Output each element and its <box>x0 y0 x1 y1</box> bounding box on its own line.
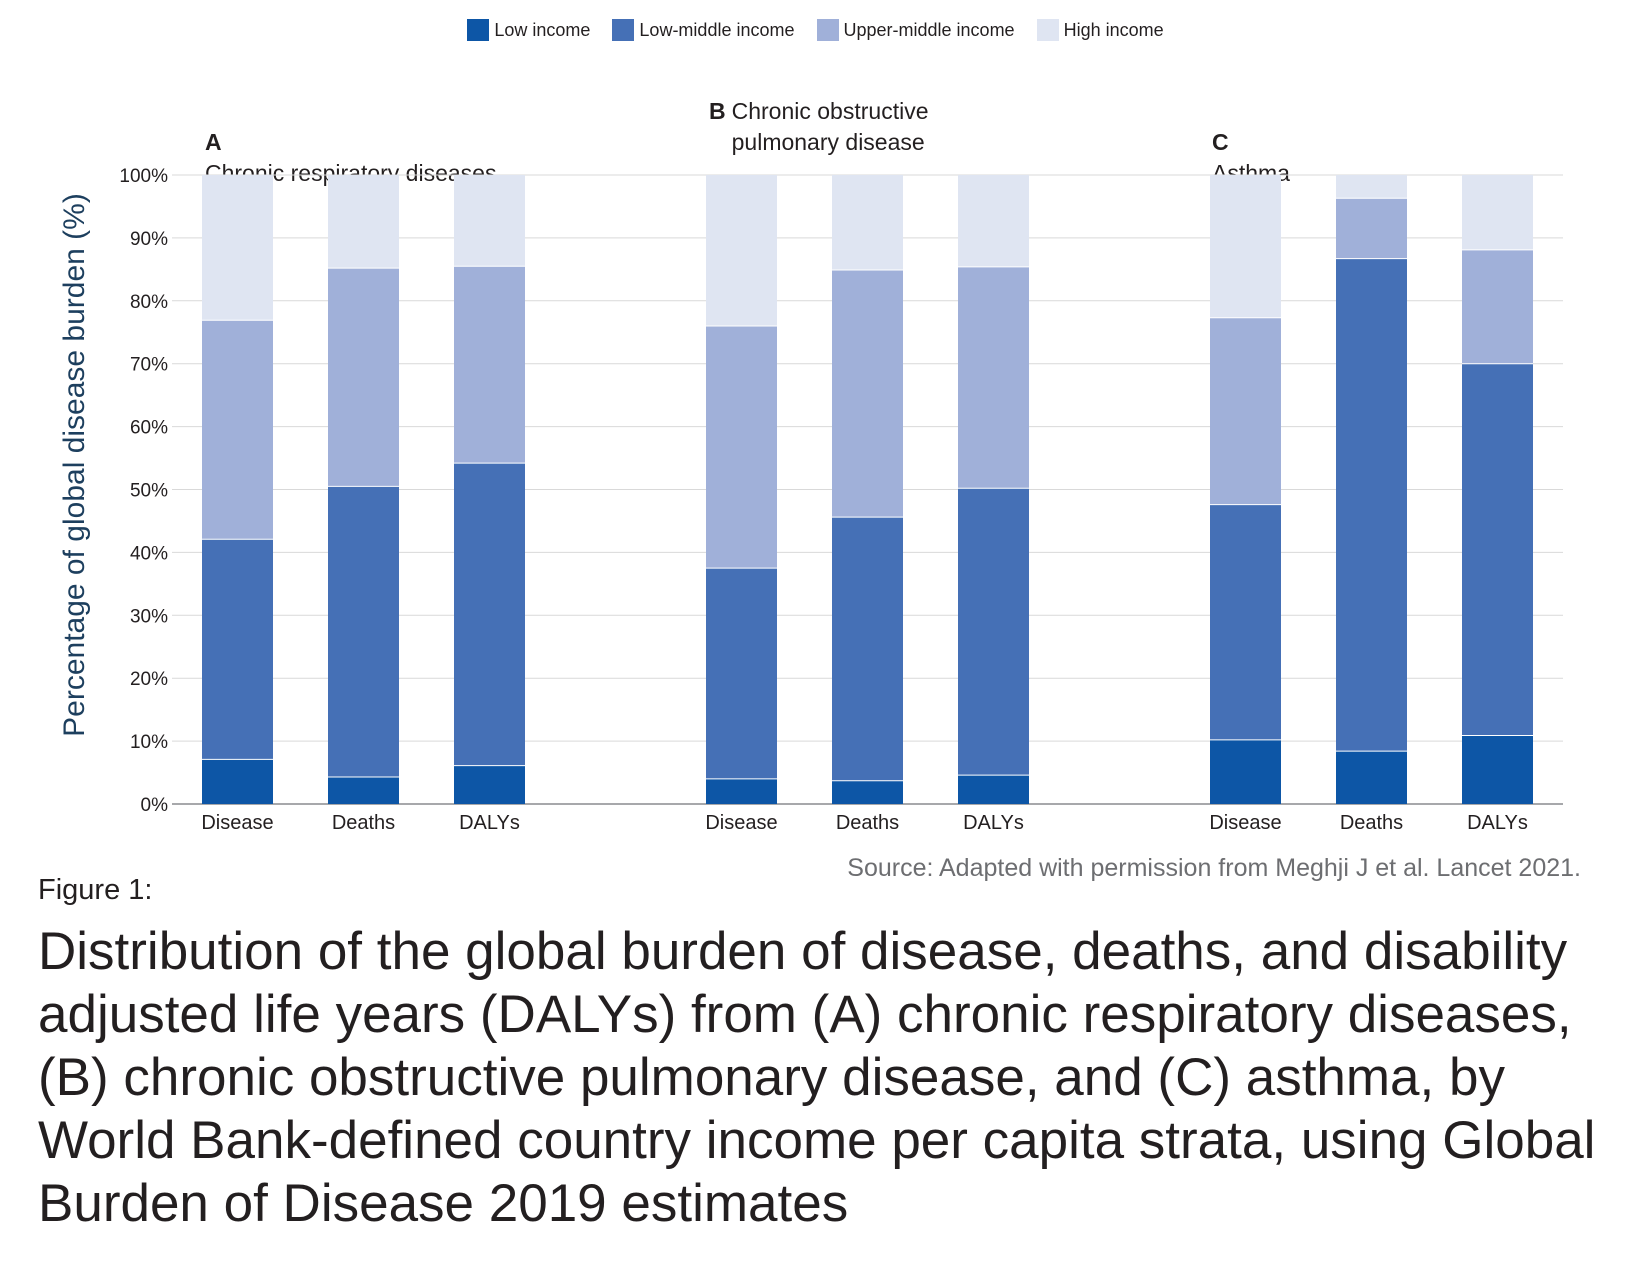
bar-segment-a-deaths-3 <box>328 175 399 269</box>
bar-segment-c-disease-0 <box>1210 739 1281 804</box>
y-tick-label: 10% <box>130 732 168 753</box>
bar-segment-a-deaths-0 <box>328 776 399 804</box>
bar-segment-b-disease-3 <box>706 175 777 326</box>
y-tick-label: 60% <box>130 418 168 439</box>
bar-segment-a-disease-1 <box>202 539 273 760</box>
x-tick-label: Deaths <box>332 812 395 834</box>
x-tick-label: Deaths <box>836 812 899 834</box>
bar-segment-c-deaths-3 <box>1336 175 1407 199</box>
x-tick-labels: Disease Deaths DALYs Disease Deaths DALYs Dise… <box>201 812 1528 834</box>
bar-segment-a-dalys-1 <box>454 463 525 766</box>
legend-label: Upper-middle income <box>843 19 1015 40</box>
legend-item-high-income: High income <box>1036 19 1164 41</box>
y-tick-label: 40% <box>130 543 168 564</box>
bar-segment-c-disease-2 <box>1210 317 1281 505</box>
bar-segment-c-dalys-3 <box>1462 175 1533 250</box>
bar-segment-c-dalys-2 <box>1462 249 1533 364</box>
y-tick-label: 50% <box>130 481 168 502</box>
x-tick-label: Disease <box>201 812 273 834</box>
bar-segment-b-deaths-2 <box>832 269 903 518</box>
bar-segment-b-disease-1 <box>706 568 777 779</box>
x-tick-label: DALYs <box>1467 812 1528 834</box>
legend-label: Low income <box>494 19 591 40</box>
y-tick-label: 20% <box>130 669 168 690</box>
y-tick-label: 100% <box>119 166 168 187</box>
y-tick-label: 90% <box>130 229 168 250</box>
legend-item-low-middle-income: Low-middle income <box>612 19 795 41</box>
source-note: Source: Adapted with permission from Meg… <box>847 854 1581 882</box>
panel-title-text: Chronic obstructive pulmonary disease <box>731 98 929 155</box>
bar-segment-c-disease-3 <box>1210 175 1281 318</box>
legend-swatch-low-middle-income <box>612 19 635 41</box>
panel-letter: B <box>709 98 726 124</box>
x-tick-label: Deaths <box>1340 812 1403 834</box>
bar-segment-b-disease-2 <box>706 325 777 569</box>
bars <box>202 175 1533 804</box>
panel-title-text: Chronic respiratory diseases <box>205 160 497 186</box>
bar-segment-b-dalys-2 <box>958 266 1029 489</box>
panel-title-b: B Chronic obstructive pulmonary disease <box>709 96 928 158</box>
y-tick-labels: 0% 10% 20% 30% 40% 50% 60% 70% 80% 90% 100% <box>119 166 168 816</box>
bar-segment-a-disease-0 <box>202 759 273 804</box>
x-tick-label: Disease <box>1209 812 1281 834</box>
legend-swatch-low-income <box>467 19 490 41</box>
legend-swatch-upper-middle-income <box>816 19 839 41</box>
chart-plot: 0% 10% 20% 30% 40% 50% 60% 70% 80% 90% 100% Diseas… <box>119 166 1563 834</box>
bar-segment-c-dalys-1 <box>1462 363 1533 736</box>
bar-segment-b-dalys-3 <box>958 175 1029 267</box>
bar-segment-a-disease-2 <box>202 320 273 540</box>
figure-caption: Distribution of the global burden of dis… <box>38 922 1596 1233</box>
legend: Low income Low-middle income Upper-middl… <box>0 19 1631 41</box>
bar-segment-a-disease-3 <box>202 175 273 321</box>
y-tick-label: 70% <box>130 355 168 376</box>
legend-item-low-income: Low income <box>467 19 590 41</box>
bar-segment-b-dalys-0 <box>958 775 1029 804</box>
legend-item-upper-middle-income: Upper-middle income <box>816 19 1015 41</box>
bar-segment-a-dalys-2 <box>454 266 525 464</box>
bar-segment-b-deaths-0 <box>832 780 903 804</box>
bar-segment-b-deaths-3 <box>832 175 903 270</box>
legend-label: Low-middle income <box>639 19 795 40</box>
y-tick-label: 0% <box>141 795 169 816</box>
x-tick-label: Disease <box>705 812 777 834</box>
panel-letter: A <box>205 129 222 155</box>
bar-segment-a-deaths-2 <box>328 268 399 487</box>
y-tick-label: 30% <box>130 606 168 627</box>
bar-segment-a-deaths-1 <box>328 486 399 777</box>
x-tick-label: DALYs <box>963 812 1024 834</box>
legend-swatch-high-income <box>1036 19 1059 41</box>
bar-segment-c-deaths-1 <box>1336 258 1407 752</box>
bar-segment-c-disease-1 <box>1210 504 1281 740</box>
bar-segment-b-dalys-1 <box>958 488 1029 776</box>
bar-segment-a-dalys-0 <box>454 765 525 804</box>
legend-label: High income <box>1063 19 1164 40</box>
y-tick-label: 80% <box>130 292 168 313</box>
figure-label: Figure 1: <box>38 874 153 906</box>
bar-segment-b-deaths-1 <box>832 517 903 781</box>
bar-segment-a-dalys-3 <box>454 175 525 267</box>
x-tick-label: DALYs <box>459 812 520 834</box>
panel-letter: C <box>1212 129 1229 155</box>
bar-segment-c-deaths-2 <box>1336 198 1407 259</box>
bar-segment-c-deaths-0 <box>1336 751 1407 804</box>
bar-segment-b-disease-0 <box>706 778 777 804</box>
bar-segment-c-dalys-0 <box>1462 735 1533 804</box>
panel-title-a: A Chronic respiratory diseases <box>205 96 496 189</box>
